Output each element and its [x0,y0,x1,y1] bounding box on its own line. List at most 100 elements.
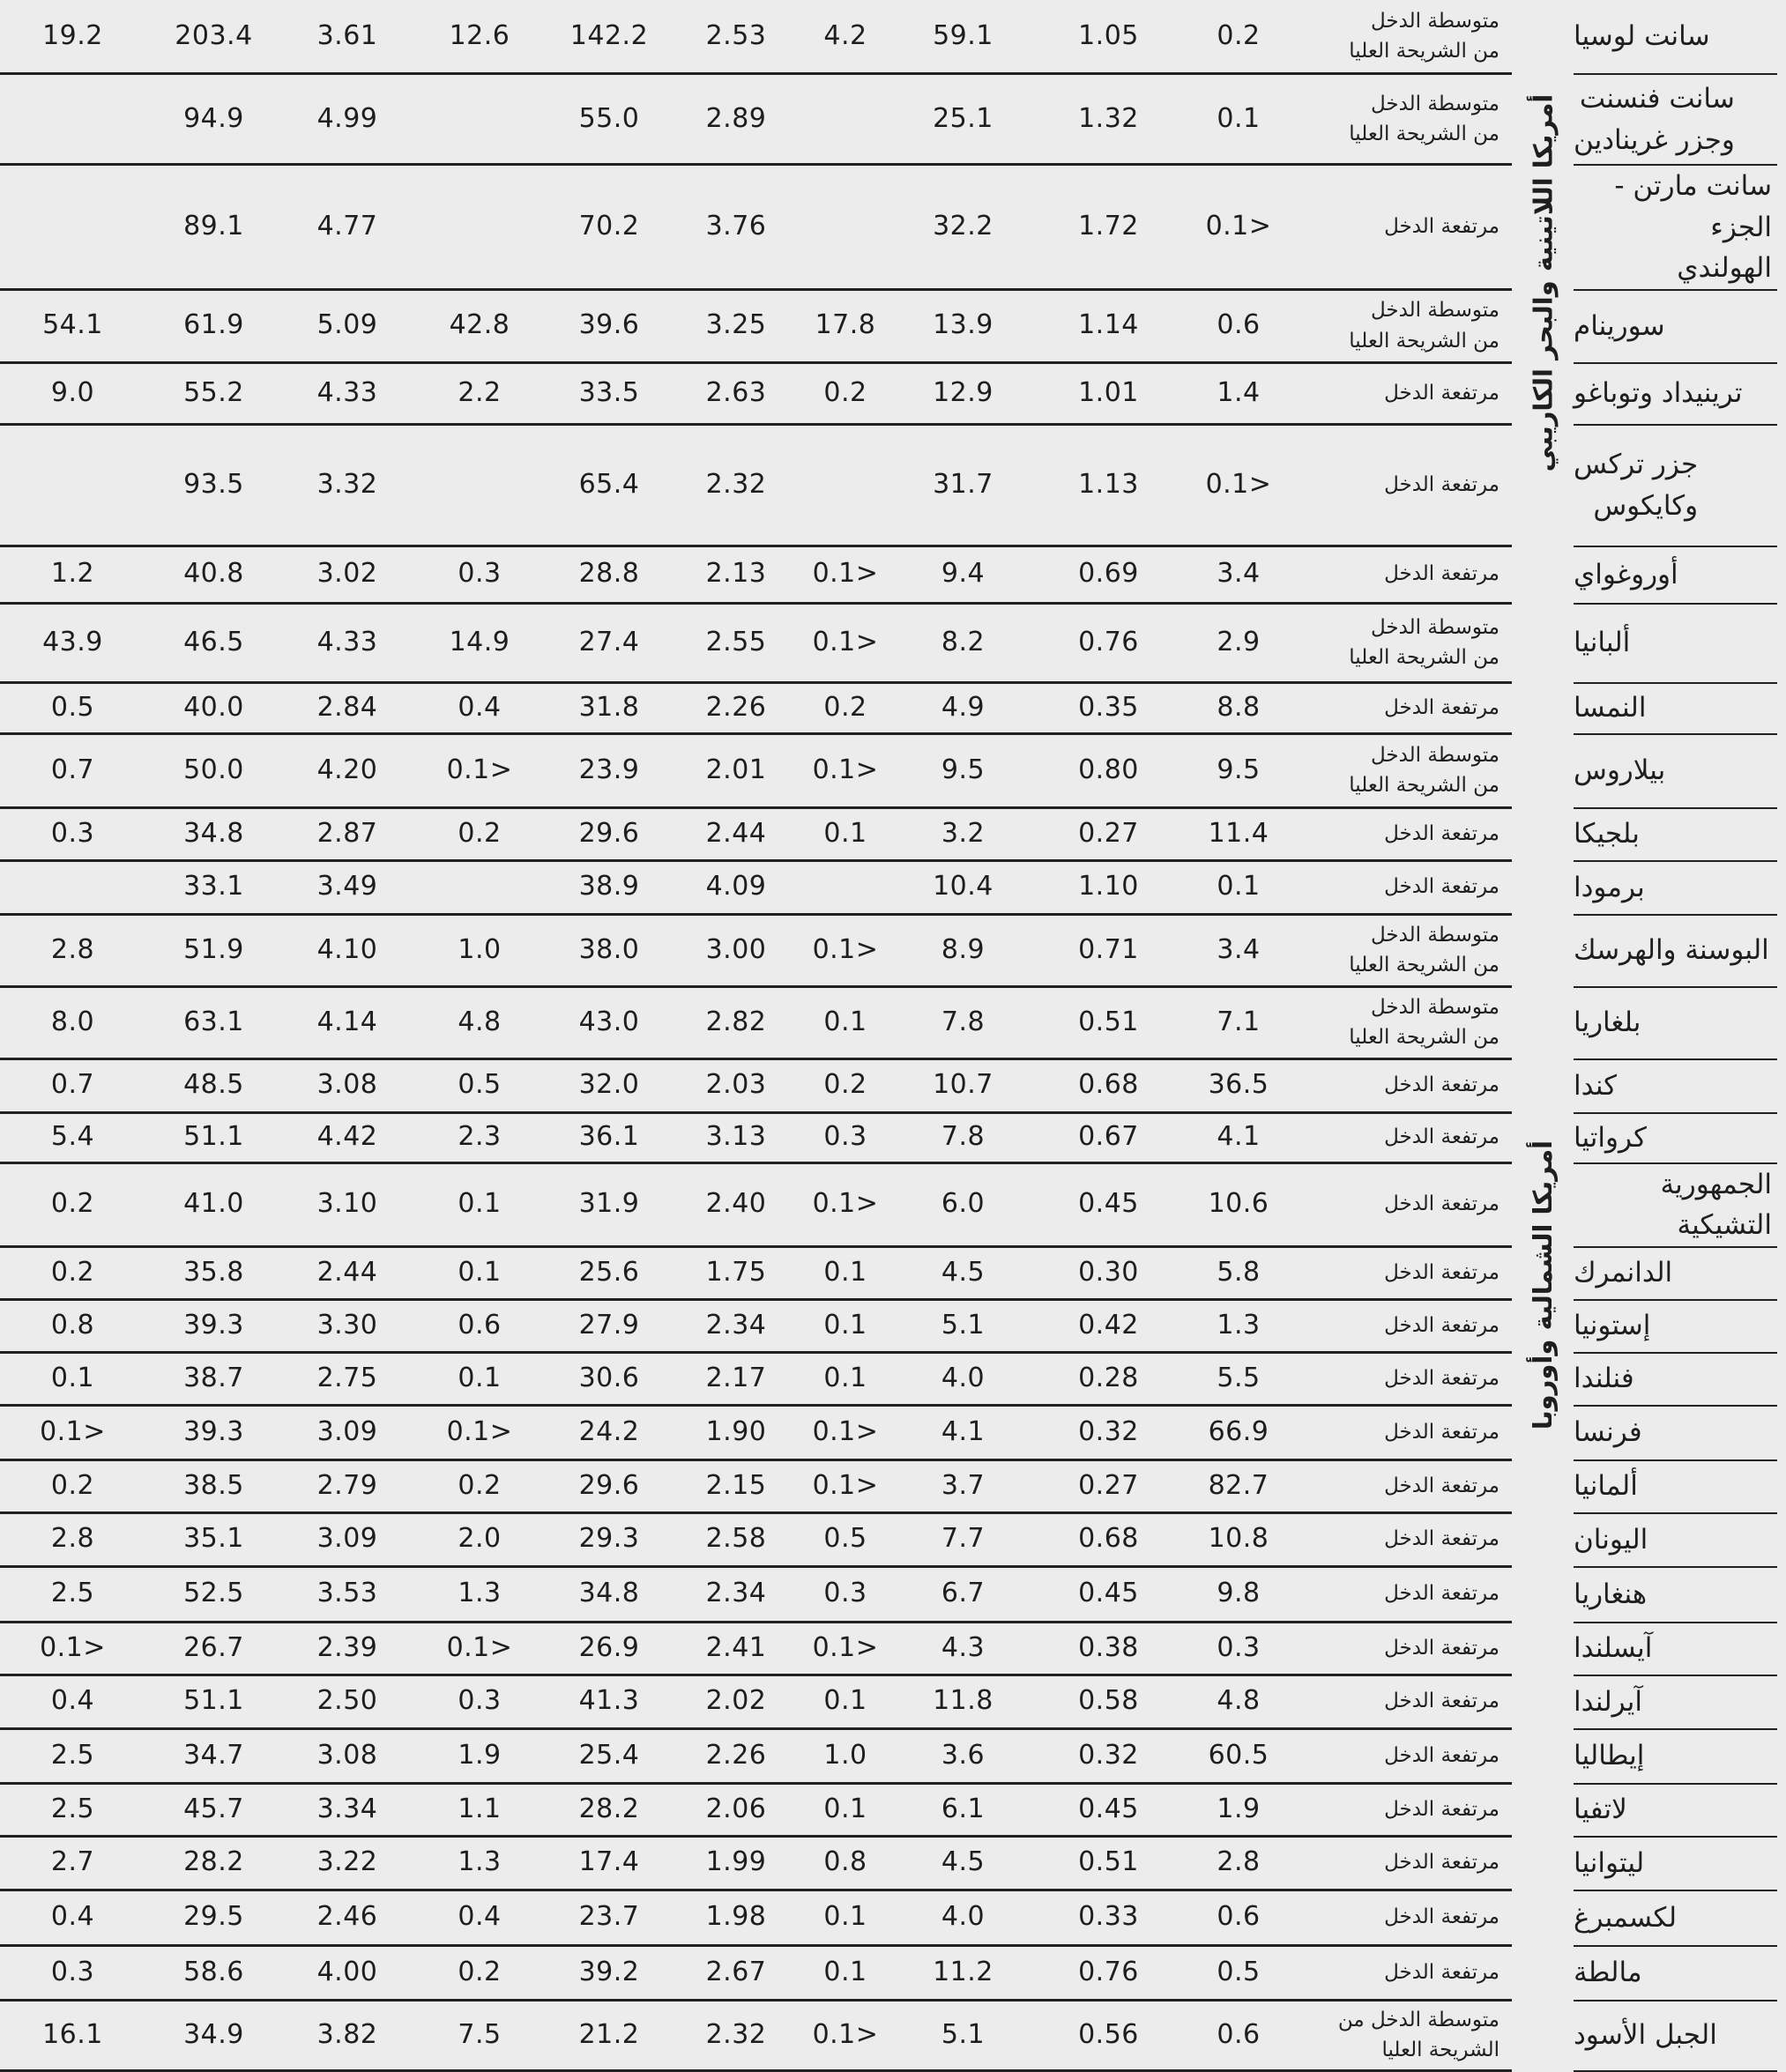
income-group-cell: متوسطة الدخل من الشريحة العليا [1349,9,1499,63]
income-group-cell: مرتفعة الدخل [1384,1797,1499,1821]
numeric-cell: 3.76 [705,211,767,241]
numeric-cell: 0.42 [1078,1309,1139,1340]
numeric-cell: 0.1 [823,1256,867,1288]
numeric-cell: 2.40 [705,1188,767,1220]
table-row: 0.4 51.1 2.50 0.3 41.3 2.02 0.1 11.8 0.58 4.8 مرتف… [0,1676,1786,1730]
numeric-cell: 4.20 [316,754,378,785]
numeric-cell: 0.6 [1217,1901,1261,1933]
numeric-cell: 2.44 [705,817,767,849]
table-row: 16.1 34.9 3.82 7.5 21.2 2.32 <0.1 5.1 0.56 0.6 متو… [0,2001,1786,2072]
region-column-gap [1512,1947,1574,2001]
numeric-cell: 2.5 [50,1793,95,1824]
numeric-cell: 0.3 [50,1956,95,1987]
numeric-cell: 51.1 [183,1121,244,1153]
table-row: 2.5 34.7 3.08 1.9 25.4 2.26 1.0 3.6 0.32 60.5 مرتف… [0,1730,1786,1785]
income-group-cell: مرتفعة الدخل [1384,1420,1499,1444]
region-column-gap [1512,1248,1574,1301]
numeric-cell: 10.4 [933,871,993,902]
numeric-cell: 29.3 [578,1523,640,1555]
numeric-cell: 0.68 [1078,1523,1139,1555]
numeric-cell: 30.6 [578,1362,640,1393]
numeric-cell: 0.3 [458,558,502,590]
numeric-cell: 0.1 [823,1956,867,1987]
numeric-cell: 0.7 [50,1069,95,1101]
country-name-cell: ألبانيا [1574,605,1777,684]
numeric-cell: 5.5 [1217,1362,1261,1393]
numeric-cell: 0.1 [50,1362,95,1393]
numeric-cell: 4.33 [316,376,378,408]
numeric-cell: 0.1 [458,1256,502,1288]
region-column-gap [1512,1514,1574,1568]
numeric-cell: 0.7 [50,754,95,785]
numeric-cell: 0.5 [1217,1956,1261,1987]
numeric-cell: 0.1 [1217,102,1261,134]
numeric-cell: 46.5 [183,626,244,657]
numeric-cell: 3.82 [316,2018,378,2050]
numeric-cell: 35.8 [183,1256,244,1288]
numeric-cell: <0.1 [812,626,879,657]
row-values: 43.9 46.5 4.33 14.9 27.4 2.55 <0.1 8.2 0.76 2.9 مت… [0,605,1512,684]
numeric-cell: 5.8 [1217,1256,1261,1288]
numeric-cell: 10.6 [1208,1188,1269,1220]
country-name-cell: كندا [1574,1060,1777,1114]
numeric-cell: <0.1 [812,1631,879,1663]
table-row: 2.5 45.7 3.34 1.1 28.2 2.06 0.1 6.1 0.45 1.9 مرتفع… [0,1785,1786,1838]
numeric-cell: 4.33 [316,626,378,657]
numeric-cell: 0.1 [823,1006,867,1037]
row-values: 89.1 4.77 70.2 3.76 32.2 1.72 <0.1 مرتفعة الدخل [0,166,1512,291]
table-row: 54.1 61.9 5.09 42.8 39.6 3.25 17.8 13.9 1.14 0.6 م… [0,291,1786,364]
numeric-cell: 0.1 [458,1362,502,1393]
row-values: 16.1 34.9 3.82 7.5 21.2 2.32 <0.1 5.1 0.56 0.6 متو… [0,2001,1512,2072]
income-group-cell: متوسطة الدخل من الشريحة العليا [1349,92,1499,146]
numeric-cell: 3.49 [316,871,378,902]
numeric-cell: 5.4 [50,1121,95,1153]
numeric-cell: 93.5 [183,468,244,500]
income-group-cell: متوسطة الدخل من الشريحة العليا [1349,995,1499,1050]
numeric-cell: 27.4 [578,626,640,657]
numeric-cell: 8.8 [1217,691,1261,723]
numeric-cell: 3.6 [941,1739,986,1771]
numeric-cell: 2.63 [705,376,767,408]
income-group-cell: مرتفعة الدخل [1384,1960,1499,1984]
numeric-cell: 27.9 [578,1309,640,1340]
numeric-cell: 4.2 [823,19,867,51]
numeric-cell: 0.2 [458,1469,502,1501]
numeric-cell: 4.77 [316,211,378,241]
numeric-cell: 1.72 [1078,211,1139,241]
numeric-cell: 26.9 [578,1631,640,1663]
row-values: 33.1 3.49 38.9 4.09 10.4 1.10 0.1 مرتفعة الدخل [0,862,1512,916]
numeric-cell: 1.4 [1217,376,1261,408]
table-row: 8.0 63.1 4.14 4.8 43.0 2.82 0.1 7.8 0.51 7.1 متوسط… [0,988,1786,1060]
table-row: 0.3 58.6 4.00 0.2 39.2 2.67 0.1 11.2 0.76 0.5 مرتف… [0,1947,1786,2001]
numeric-cell: 25.4 [578,1739,640,1771]
numeric-cell: 23.7 [578,1901,640,1933]
numeric-cell: 3.2 [941,817,986,849]
country-name-cell: سورينام [1574,291,1777,364]
numeric-cell: 2.67 [705,1956,767,1987]
numeric-cell: 1.05 [1078,19,1139,51]
country-name-cell: برمودا [1574,862,1777,916]
numeric-cell: 3.30 [316,1309,378,1340]
table-row: 9.0 55.2 4.33 2.2 33.5 2.63 0.2 12.9 1.01 1.4 مرتف… [0,364,1786,426]
numeric-cell: 3.08 [316,1739,378,1771]
numeric-cell: 0.1 [823,1309,867,1340]
numeric-cell: 0.5 [823,1523,867,1555]
numeric-cell: 3.25 [705,309,767,341]
numeric-cell: 1.90 [705,1415,767,1447]
numeric-cell: 0.6 [1217,2018,1261,2050]
numeric-cell: 2.8 [50,1523,95,1555]
region-column-gap [1512,75,1574,166]
row-values: <0.1 26.7 2.39 <0.1 26.9 2.41 <0.1 4.3 0.38 0.3 مر… [0,1623,1512,1676]
numeric-cell: 2.50 [316,1685,378,1717]
numeric-cell: 82.7 [1208,1469,1269,1501]
table-row: 94.9 4.99 55.0 2.89 25.1 1.32 0.1 متوسطة الدخل … [0,75,1786,166]
row-values: 9.0 55.2 4.33 2.2 33.5 2.63 0.2 12.9 1.01 1.4 مرتف… [0,364,1512,426]
numeric-cell: 29.6 [578,817,640,849]
numeric-cell: 0.32 [1078,1739,1139,1771]
numeric-cell: 3.4 [1217,933,1261,965]
numeric-cell: 3.53 [316,1578,378,1609]
numeric-cell: 31.7 [933,468,993,500]
numeric-cell: 1.3 [458,1846,502,1878]
numeric-cell: 40.0 [183,691,244,723]
numeric-cell: 39.3 [183,1415,244,1447]
